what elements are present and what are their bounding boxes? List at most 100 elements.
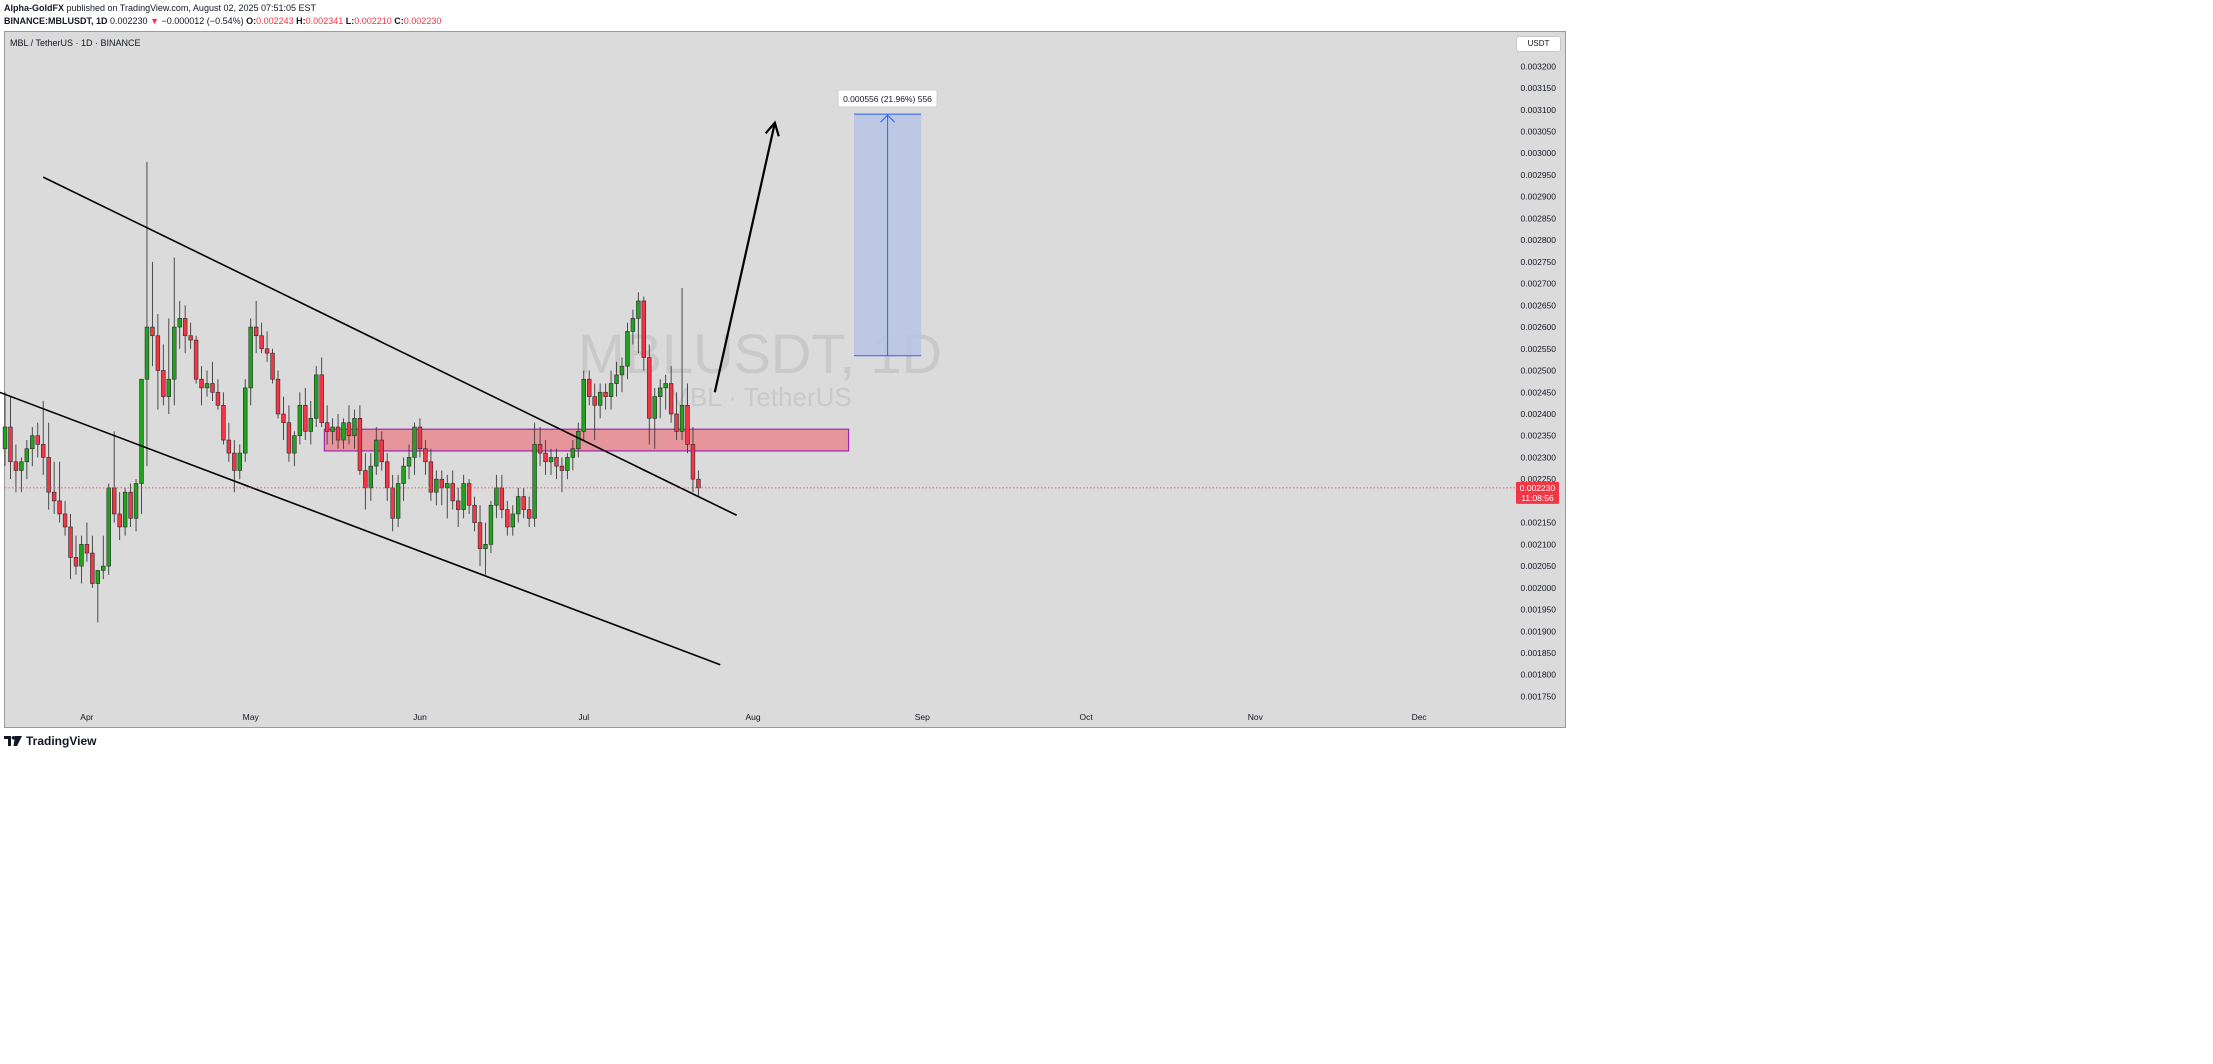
candle [395, 474, 401, 527]
currency-button[interactable]: USDT [1516, 36, 1561, 52]
price-tick-label: 0.002000 [1521, 583, 1557, 593]
candle-body-up [172, 326, 177, 380]
candle [537, 427, 543, 467]
resistance-zone [323, 428, 850, 452]
tradingview-logo[interactable]: TradingView [4, 734, 96, 748]
candle [24, 440, 30, 480]
candle [68, 513, 73, 580]
candle-body-up [395, 483, 401, 519]
candle [188, 322, 193, 349]
price-tick-label: 0.002550 [1521, 344, 1557, 354]
candle [592, 383, 597, 441]
candle [133, 479, 139, 532]
candle [630, 309, 636, 345]
candle [636, 292, 641, 354]
candle-body-down [685, 404, 690, 445]
published-text: published on TradingView.com, August 02,… [66, 3, 317, 13]
trendline-upper [42, 176, 737, 516]
price-tick-label: 0.002600 [1521, 322, 1557, 332]
candle [84, 522, 90, 562]
candle [19, 457, 24, 493]
candle-body-down [128, 491, 133, 519]
candle-body-down [264, 348, 270, 354]
candle-body-down [68, 526, 73, 558]
candle [472, 496, 477, 532]
candle [62, 500, 68, 536]
author-name[interactable]: Alpha-GoldFX [4, 3, 64, 13]
candle [128, 483, 133, 527]
candle-body-down [193, 339, 199, 380]
price-tick-label: 0.003100 [1521, 105, 1557, 115]
candle [101, 535, 106, 580]
candle [319, 357, 324, 428]
candle [428, 448, 434, 501]
candle [8, 396, 13, 480]
candle [232, 440, 237, 493]
candle [286, 405, 292, 462]
candle [117, 492, 122, 541]
candle-body-down [270, 352, 275, 380]
candle [455, 487, 461, 527]
candle [516, 487, 521, 523]
candle [565, 453, 570, 480]
price-tick-label: 0.002750 [1521, 257, 1557, 267]
candle-body-up [608, 383, 614, 397]
candle-body-down [73, 557, 79, 567]
candle-body-down [281, 413, 286, 423]
high-value: 0.002341 [305, 16, 344, 26]
candle [210, 361, 215, 401]
candle-body-down [13, 461, 19, 471]
candle-body-up [95, 570, 101, 584]
chart-canvas[interactable]: MBLUSDT, 1D MBL · TetherUS 0.000556 (21.… [0, 0, 1568, 754]
candle-body-up [630, 318, 636, 332]
time-axis[interactable]: Apr May Jun Jul Aug Sep Oct Nov Dec [80, 712, 1427, 722]
candle [259, 322, 264, 354]
candle-body-down [90, 552, 95, 584]
price-tick-label: 0.002050 [1521, 561, 1557, 571]
candle [221, 392, 226, 445]
candle [466, 479, 472, 514]
candle-body-up [237, 452, 242, 471]
time-tick-label: May [243, 712, 260, 722]
candle [559, 457, 565, 493]
candle [597, 383, 603, 419]
candle-body-up [122, 491, 128, 528]
target-label: 0.000556 (21.96%) 556 [843, 94, 932, 104]
candle-body-up [139, 378, 144, 484]
candle-body-up [401, 465, 406, 484]
price-axis[interactable]: 0.003200 0.003150 0.003100 0.003050 0.003000… [1521, 61, 1557, 701]
candle [215, 379, 221, 410]
price-tick-label: 0.002450 [1521, 387, 1557, 397]
time-tick-label: Aug [745, 712, 760, 722]
candle [324, 405, 330, 445]
price-tick-label: 0.002850 [1521, 213, 1557, 223]
candle-body-down [499, 487, 505, 510]
ohlc-line: BINANCE:MBLUSDT, 1D 0.002230 ▼ −0.000012… [4, 16, 441, 27]
candle [679, 287, 685, 441]
candle-body-up [106, 487, 111, 567]
candle-body-up [576, 431, 581, 450]
price-tick-label: 0.003050 [1521, 126, 1557, 136]
candle [112, 431, 117, 523]
candle [144, 161, 150, 467]
candle-body-up [204, 383, 210, 389]
candle-body-up [19, 461, 24, 471]
bar-countdown: 11:08:56 [1521, 493, 1554, 503]
candle [150, 261, 155, 367]
chart-panel[interactable] [4, 31, 1566, 728]
candle [581, 370, 586, 441]
open-value: 0.002243 [256, 16, 294, 26]
price-tick-label: 0.003150 [1521, 83, 1557, 93]
candle-body-down [423, 448, 428, 463]
candle [401, 457, 406, 501]
price-change: −0.000012 (−0.54%) [161, 16, 244, 26]
candle-body-up [445, 483, 450, 489]
candle-body-up [144, 326, 150, 380]
candle-body-up [516, 496, 521, 515]
candle-body-down [357, 418, 363, 471]
price-tick-label: 0.003200 [1521, 61, 1557, 71]
candle-body-down [390, 487, 395, 519]
candle [155, 314, 161, 410]
candle-body-up [166, 378, 171, 397]
candle-body-down [199, 378, 204, 389]
